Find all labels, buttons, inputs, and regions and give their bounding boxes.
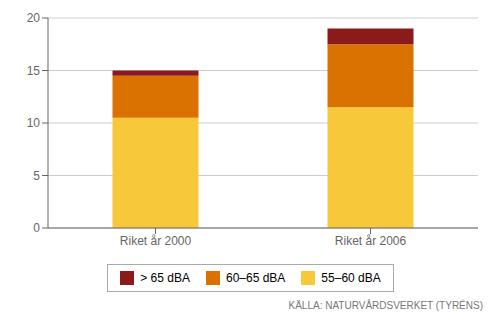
svg-text:Riket år 2000: Riket år 2000	[120, 234, 192, 248]
svg-text:15: 15	[27, 64, 41, 78]
html-text:55–60 dBA: 55–60 dBA	[321, 271, 381, 285]
html-text:60–65 dBA: 60–65 dBA	[226, 271, 286, 285]
svg-text:0: 0	[33, 221, 40, 235]
html-text:> 65 dBA: > 65 dBA	[140, 271, 190, 285]
html-text:KÄLLA: NATURVÅRDSVERKET (TYRÉ: KÄLLA: NATURVÅRDSVERKET (TYRÉNS)	[288, 300, 483, 311]
svg-text:10: 10	[27, 116, 41, 130]
svg-text:20: 20	[27, 11, 41, 25]
svg-text:Riket år 2006: Riket år 2006	[335, 234, 407, 248]
svg-text:5: 5	[33, 169, 40, 183]
